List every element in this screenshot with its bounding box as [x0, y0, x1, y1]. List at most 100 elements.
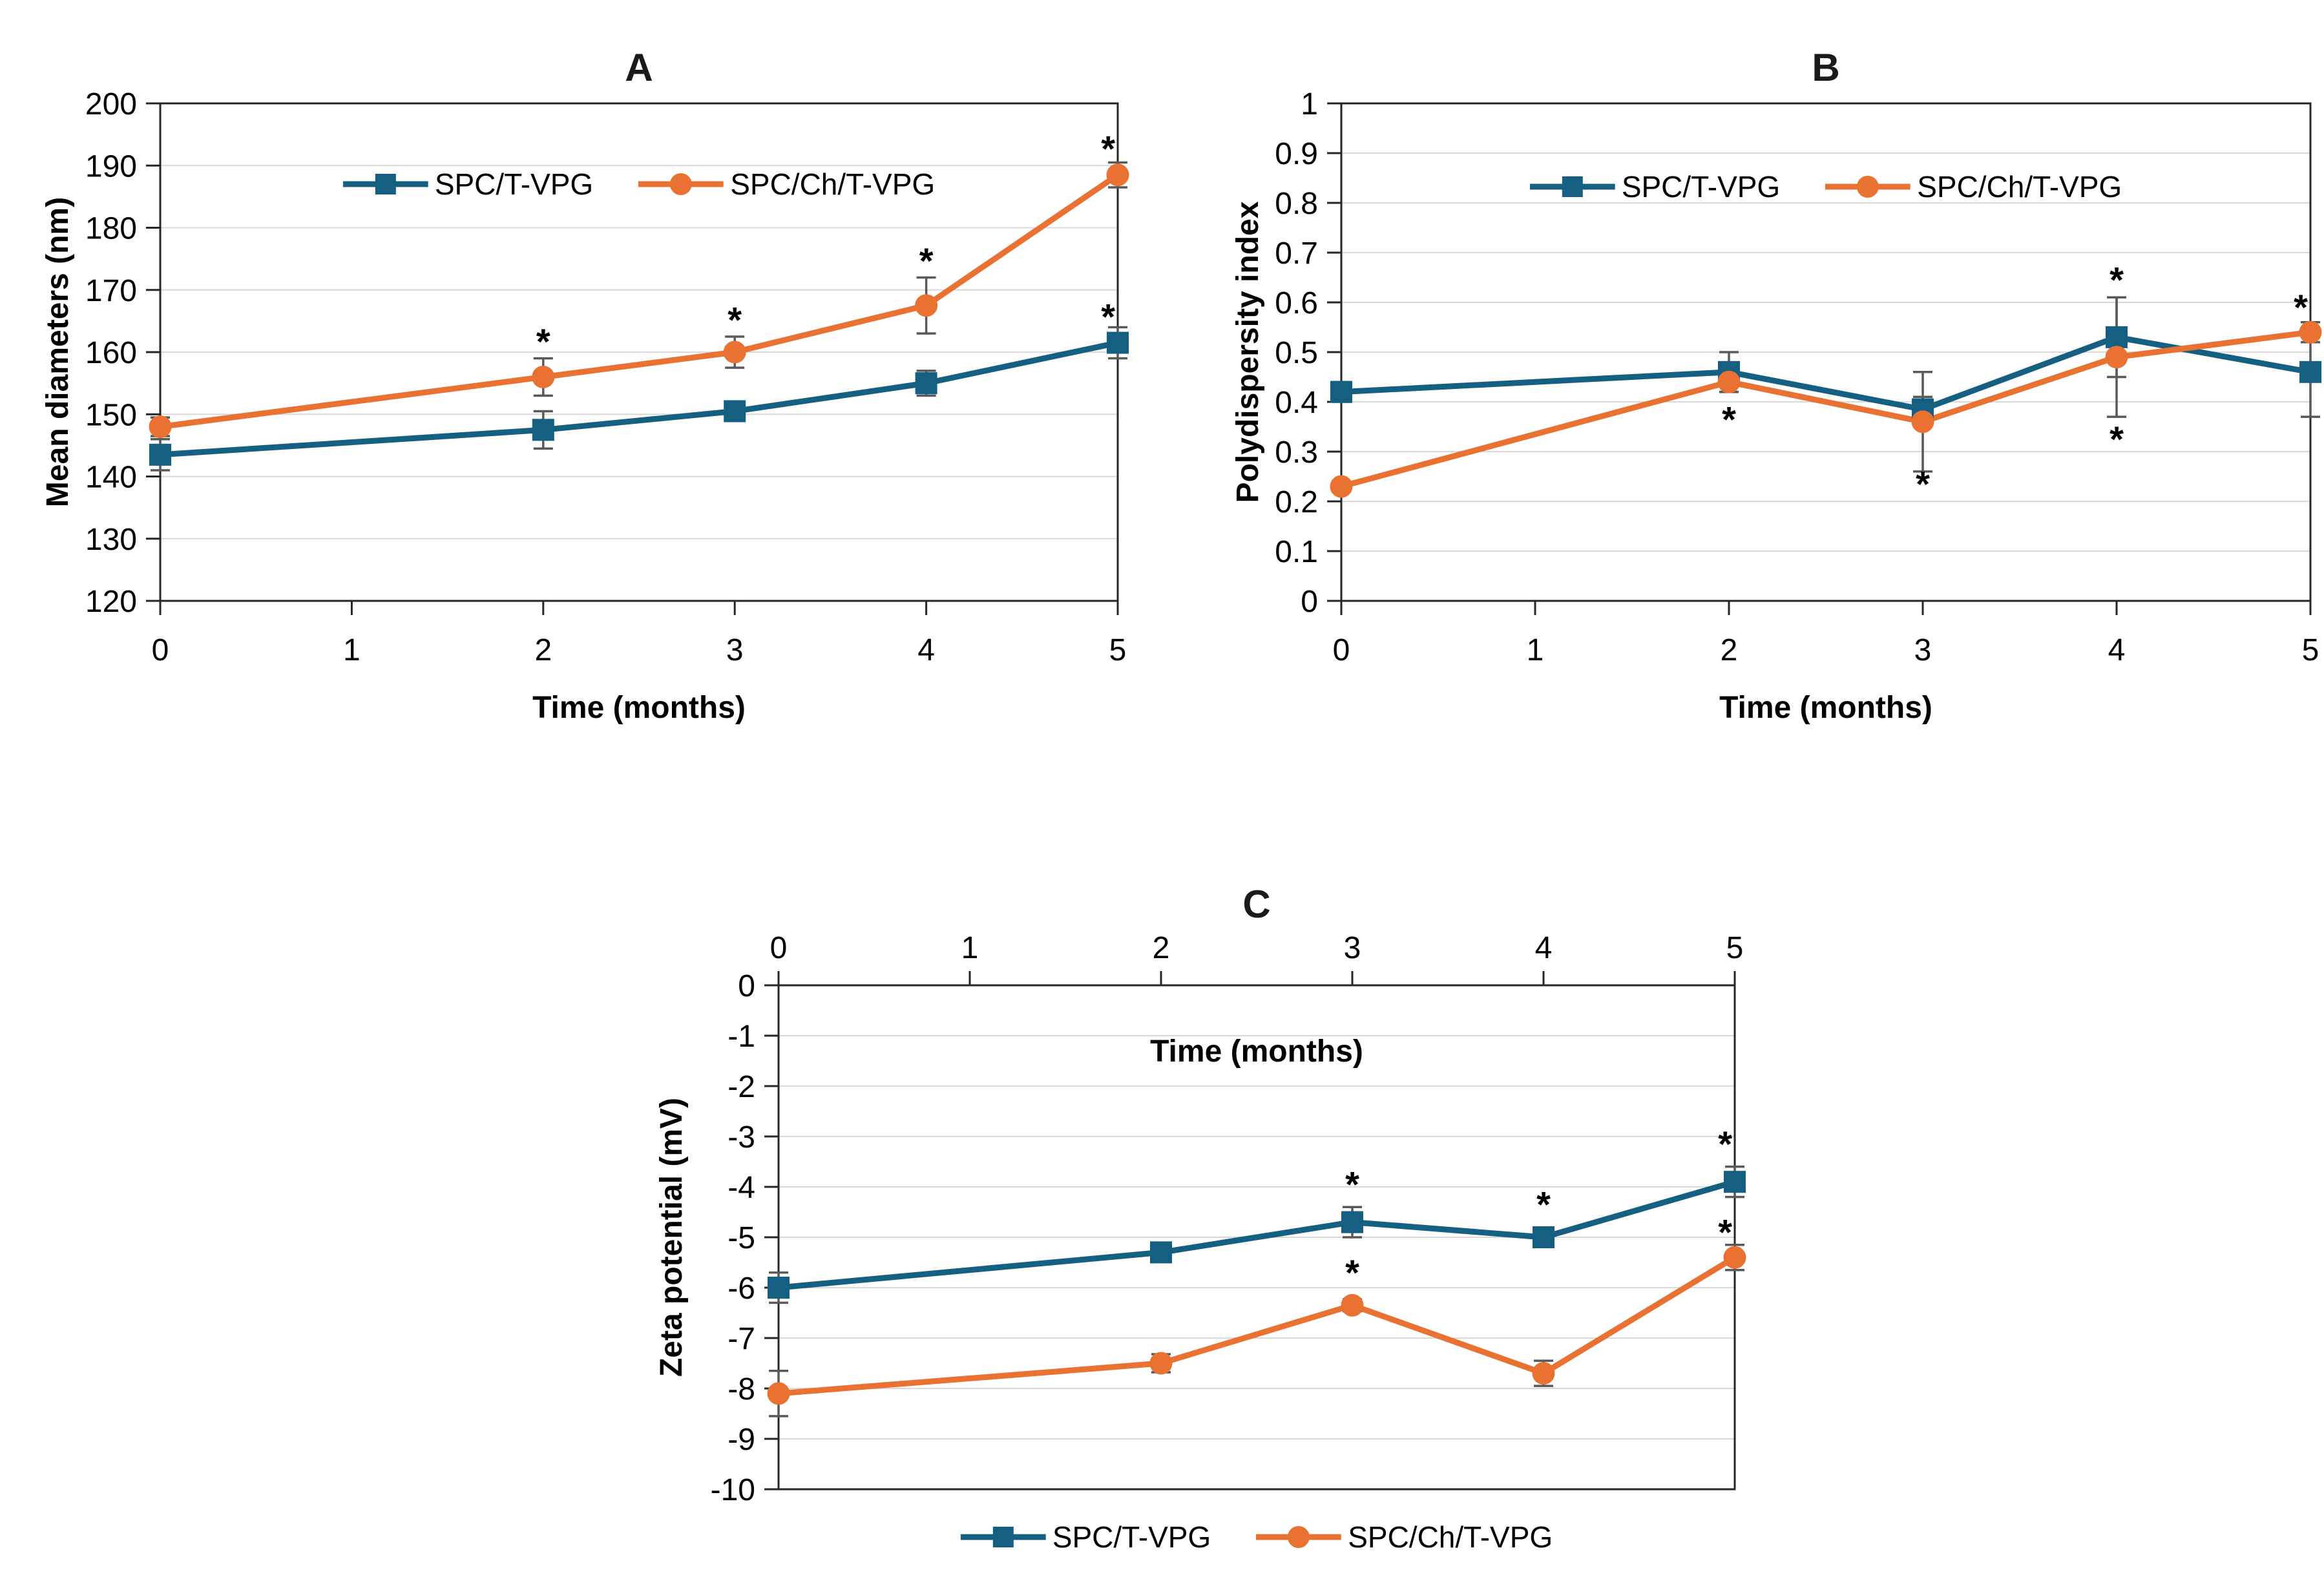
x-tick-label: 0	[1333, 633, 1350, 667]
significance-asterisk: *	[1345, 1164, 1359, 1204]
y-tick-label: -4	[728, 1171, 755, 1205]
x-tick-label: 5	[1726, 931, 1744, 965]
y-tick-label: 0.9	[1275, 137, 1318, 171]
legend-label: SPC/Ch/T-VPG	[1917, 170, 2122, 204]
chart-C-plot: -10-9-8-7-6-5-4-3-2-100 1 2 3 4 5*****	[711, 931, 1746, 1507]
series-line	[778, 1255, 1737, 1397]
x-tick-label: 2	[1721, 633, 1738, 667]
square-marker-icon	[1529, 176, 1615, 197]
y-tick-label: 170	[85, 274, 137, 308]
chart-B-title: B	[1812, 45, 1840, 89]
significance-asterisk: *	[728, 299, 742, 340]
data-point-marker	[2106, 326, 2128, 348]
data-point-marker	[2299, 361, 2321, 383]
chart-A-x-axis-label: Time (months)	[532, 691, 746, 725]
y-tick-label: 130	[85, 523, 137, 557]
data-point-marker	[1341, 1293, 1364, 1317]
significance-asterisk: *	[1718, 1211, 1732, 1252]
x-tick-label: 4	[917, 633, 935, 667]
x-tick-label: 4	[2108, 633, 2126, 667]
chart-B: B Polydispersity index 0 0.1 0.2 0.3 0.4 0.5 0…	[1215, 13, 2324, 756]
circle-marker-icon	[638, 173, 724, 195]
y-tick-label: -10	[711, 1473, 755, 1507]
data-point-marker	[915, 372, 937, 395]
data-point-marker	[1107, 331, 1129, 354]
x-tick-label: 5	[1109, 633, 1127, 667]
y-tick-label: -7	[728, 1322, 755, 1356]
y-tick-label: 1	[1301, 87, 1318, 121]
legend-item-spc-t-vpg: SPC/T-VPG	[960, 1520, 1211, 1554]
data-point-marker	[2105, 346, 2128, 369]
x-tick-label: 1	[961, 931, 979, 965]
chart-C-x-axis-label: Time (months)	[1150, 1034, 1363, 1069]
y-tick-label: -8	[728, 1372, 755, 1407]
significance-asterisk: *	[1722, 399, 1736, 439]
legend-label: SPC/T-VPG	[434, 167, 594, 201]
y-tick-label: -1	[728, 1020, 755, 1054]
x-tick-label: 1	[343, 633, 361, 667]
y-tick-label: 0.3	[1275, 435, 1318, 470]
circle-marker-icon	[1825, 176, 1911, 198]
chart-B-plot: 0 0.1 0.2 0.3 0.4 0.5 0.6 0.7 0.8 0.9 1 0 1 2 3 4 5 * * * * *	[1275, 87, 2322, 667]
x-tick-label: 4	[1535, 931, 1553, 965]
y-tick-label: -3	[728, 1120, 755, 1155]
y-tick-label: -5	[728, 1221, 755, 1255]
circle-marker-icon	[1256, 1526, 1342, 1548]
data-point-marker	[1150, 1241, 1172, 1264]
x-tick-label: 3	[726, 633, 744, 667]
legend-item-spc-t-vpg: SPC/T-VPG	[1529, 169, 1780, 204]
y-tick-label: 0	[738, 969, 755, 1003]
chart-C-title: C	[1242, 882, 1271, 926]
significance-asterisk: *	[1916, 463, 1930, 504]
significance-asterisk: *	[919, 240, 934, 281]
significance-asterisk: *	[1345, 1252, 1359, 1293]
y-tick-label: 120	[85, 585, 137, 619]
chart-A-title: A	[625, 45, 653, 89]
chart-B-x-axis-label: Time (months)	[1719, 691, 1932, 725]
data-point-marker	[767, 1382, 790, 1405]
significance-asterisk: *	[2109, 419, 2124, 459]
series-line	[160, 340, 1118, 458]
y-tick-label: 0.7	[1275, 236, 1318, 271]
y-tick-label: 0.6	[1275, 286, 1318, 320]
x-tick-label: 2	[1153, 931, 1170, 965]
y-tick-label: 200	[85, 87, 137, 121]
y-tick-label: -2	[728, 1070, 755, 1104]
y-tick-label: 150	[85, 398, 137, 432]
legend-item-spc-t-vpg: SPC/T-VPG	[342, 167, 594, 202]
legend-label: SPC/Ch/T-VPG	[1348, 1520, 1553, 1554]
significance-asterisk: *	[1718, 1124, 1732, 1164]
significance-asterisk: *	[1101, 296, 1115, 337]
chart-C-legend: SPC/T-VPG SPC/Ch/T-VPG	[960, 1520, 1553, 1554]
data-point-marker	[1149, 1352, 1173, 1375]
legend-item-spc-ch-t-vpg: SPC/Ch/T-VPG	[1256, 1520, 1553, 1554]
y-tick-label: 0.8	[1275, 187, 1318, 221]
data-point-marker	[1717, 370, 1741, 393]
y-tick-label: 190	[85, 149, 137, 183]
y-tick-label: 140	[85, 461, 137, 495]
legend-item-spc-ch-t-vpg: SPC/Ch/T-VPG	[638, 167, 935, 202]
significance-asterisk: *	[2294, 287, 2308, 328]
y-tick-label: 0.1	[1275, 535, 1318, 569]
x-tick-label: 0	[770, 931, 788, 965]
square-marker-icon	[342, 174, 428, 194]
significance-asterisk: *	[1101, 129, 1115, 169]
chart-A: A Mean diameters (nm) 120 130 140 150 160 170…	[39, 13, 1202, 756]
x-tick-label: 5	[2302, 633, 2319, 667]
x-tick-label: 1	[1527, 633, 1544, 667]
chart-C: C Zeta potential (mV) -10 -9 -8 -7 -6 -5 -4 -3-…	[581, 821, 1809, 1570]
data-point-marker	[1341, 1211, 1363, 1233]
data-point-marker	[532, 419, 554, 441]
y-tick-label: -6	[728, 1272, 755, 1306]
y-tick-label: 0.4	[1275, 386, 1318, 420]
data-point-marker	[723, 340, 746, 364]
significance-asterisk: *	[2109, 260, 2124, 300]
series-line	[160, 172, 1120, 430]
data-point-marker	[1533, 1226, 1555, 1248]
chart-B-legend: SPC/T-VPG SPC/Ch/T-VPG	[1529, 169, 2122, 204]
y-tick-label: 180	[85, 212, 137, 246]
data-point-marker	[2299, 320, 2322, 344]
x-tick-label: 2	[534, 633, 552, 667]
y-tick-label: 160	[85, 336, 137, 370]
data-point-marker	[1911, 410, 1934, 434]
